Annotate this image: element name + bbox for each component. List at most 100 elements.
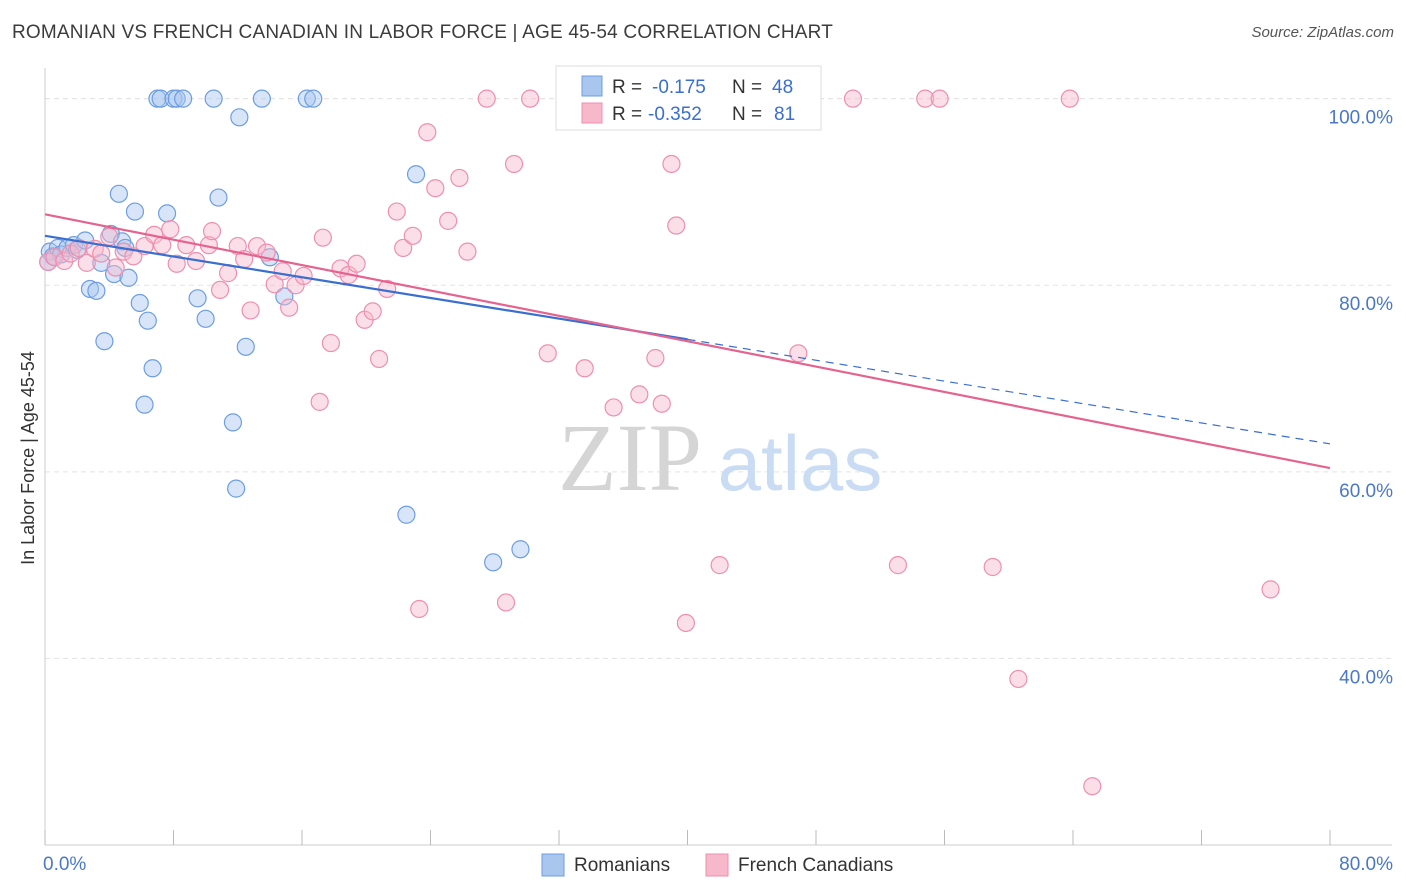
- point-romanians-19: [130, 293, 149, 313]
- stats-swatch-french-canadians: [581, 102, 603, 124]
- point-romanians-44: [484, 553, 503, 572]
- point-romanians-45: [511, 540, 530, 559]
- point-french-canadians-65: [667, 216, 686, 235]
- point-romanians-24: [151, 89, 170, 108]
- stats-box: R = -0.175 N = 48 R = -0.352 N = 81: [555, 65, 822, 131]
- point-french-canadians-9: [106, 258, 125, 277]
- x-tick-label-end: 80.0%: [1339, 854, 1393, 875]
- point-french-canadians-56: [538, 344, 557, 363]
- point-french-canadians-72: [843, 89, 863, 108]
- point-french-canadians-5: [77, 253, 96, 272]
- trend-line-romanians: [44, 234, 688, 341]
- point-french-canadians-80: [1261, 580, 1280, 599]
- point-french-canadians-68: [710, 556, 729, 575]
- chart-source: Source: ZipAtlas.com: [1251, 24, 1394, 41]
- point-french-canadians-20: [202, 222, 222, 241]
- legend: Romanians French Canadians: [541, 853, 893, 877]
- point-romanians-35: [230, 108, 249, 127]
- point-romanians-36: [236, 337, 255, 356]
- stats-r-value-1: -0.175: [652, 77, 706, 98]
- point-romanians-14: [109, 184, 128, 203]
- point-french-canadians-64: [662, 154, 681, 174]
- point-romanians-20: [135, 395, 154, 414]
- point-romanians-17: [119, 268, 138, 287]
- x-tick-label-start: 0.0%: [43, 854, 86, 875]
- point-romanians-40: [297, 89, 316, 108]
- point-romanians-8: [80, 279, 100, 299]
- point-french-canadians-16: [167, 254, 186, 273]
- point-french-canadians-77: [1009, 669, 1028, 689]
- point-french-canadians-63: [652, 394, 671, 413]
- trend-line-french-canadians: [44, 213, 1331, 470]
- point-romanians-30: [196, 309, 215, 328]
- point-french-canadians-35: [321, 333, 341, 353]
- stats-r-label-2: R =: [612, 104, 642, 125]
- point-romanians-13: [104, 264, 124, 284]
- point-french-canadians-67: [676, 613, 695, 633]
- point-french-canadians-29: [273, 262, 292, 281]
- point-french-canadians-26: [247, 236, 267, 256]
- point-french-canadians-15: [161, 220, 180, 239]
- point-french-canadians-70: [789, 344, 808, 363]
- point-french-canadians-75: [930, 89, 949, 108]
- point-french-canadians-43: [387, 202, 406, 221]
- point-romanians-25: [157, 204, 177, 223]
- point-french-canadians-28: [265, 275, 284, 294]
- legend-label-french-canadians: French Canadians: [738, 855, 893, 876]
- y-tick-label-1: 80.0%: [1339, 294, 1393, 315]
- point-romanians-22: [143, 359, 162, 378]
- point-french-canadians-49: [439, 211, 458, 230]
- point-french-canadians-38: [347, 254, 366, 273]
- point-french-canadians-11: [124, 247, 143, 266]
- stats-r-label-1: R =: [612, 77, 642, 98]
- watermark-atlas: atlas: [718, 419, 883, 507]
- point-romanians-32: [209, 188, 228, 207]
- legend-label-romanians: Romanians: [574, 855, 670, 876]
- point-romanians-11: [95, 332, 114, 351]
- point-french-canadians-61: [630, 385, 649, 404]
- point-french-canadians-52: [477, 89, 496, 108]
- point-french-canadians-40: [363, 302, 382, 321]
- point-romanians-31: [204, 89, 223, 108]
- point-french-canadians-17: [177, 236, 196, 255]
- stats-n-label-1: N =: [732, 77, 762, 98]
- point-french-canadians-45: [403, 226, 422, 245]
- point-french-canadians-25: [241, 301, 260, 320]
- point-french-canadians-41: [370, 349, 389, 369]
- y-axis-label: In Labor Force | Age 45-54: [18, 351, 38, 565]
- stats-swatch-romanians: [581, 75, 603, 97]
- point-french-canadians-4: [69, 238, 88, 258]
- axes: [44, 68, 1392, 846]
- point-french-canadians-76: [983, 557, 1002, 577]
- point-romanians-28: [174, 89, 193, 108]
- point-french-canadians-21: [210, 280, 230, 300]
- watermark-zip: ZIP: [558, 404, 702, 511]
- point-french-canadians-30: [280, 298, 299, 317]
- legend-swatch-romanians: [541, 853, 565, 877]
- point-french-canadians-53: [496, 593, 516, 612]
- point-romanians-33: [223, 413, 243, 432]
- point-french-canadians-59: [604, 398, 623, 417]
- point-romanians-41: [304, 89, 323, 108]
- point-french-canadians-55: [520, 89, 540, 108]
- point-french-canadians-78: [1060, 89, 1079, 108]
- point-romanians-34: [227, 479, 246, 498]
- tick-labels: 100.0% 80.0% 60.0% 40.0% 0.0% 80.0%: [43, 108, 1393, 875]
- trend-line-extension-romanians: [687, 338, 1331, 445]
- point-romanians-29: [188, 289, 207, 308]
- data-points: [39, 89, 1280, 796]
- point-french-canadians-7: [92, 244, 111, 263]
- y-tick-label-0: 100.0%: [1329, 108, 1394, 129]
- trend-lines: [44, 213, 1331, 470]
- point-romanians-43: [406, 165, 426, 184]
- point-french-canadians-79: [1083, 777, 1102, 796]
- gridlines: [45, 98, 1392, 659]
- point-romanians-42: [397, 505, 416, 524]
- point-romanians-37: [252, 89, 271, 108]
- point-romanians-27: [167, 89, 186, 108]
- stats-n-value-1: 48: [772, 77, 793, 98]
- point-french-canadians-34: [313, 228, 332, 247]
- point-french-canadians-33: [310, 392, 329, 411]
- point-french-canadians-8: [100, 227, 119, 246]
